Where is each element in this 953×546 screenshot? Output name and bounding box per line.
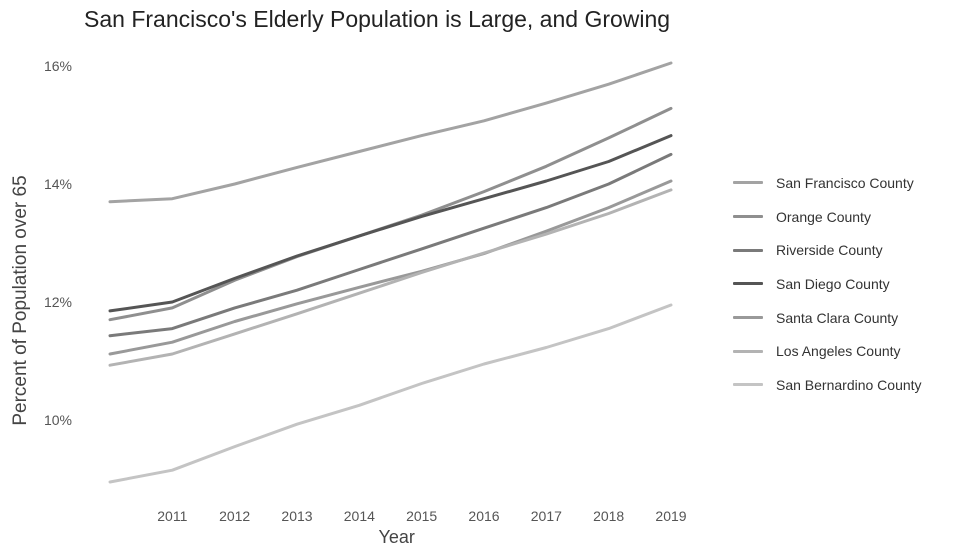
legend-swatch (733, 282, 763, 286)
y-tick-label: 12% (44, 294, 72, 310)
y-axis-ticks: 10% 12% 14% 16% (44, 58, 72, 428)
x-tick-label: 2018 (593, 508, 624, 524)
legend-label: Santa Clara County (776, 309, 899, 326)
legend-swatch (733, 316, 763, 320)
legend-item: Riverside County (733, 233, 922, 267)
legend-swatch (733, 349, 763, 353)
legend-label: Orange County (776, 208, 871, 225)
legend-item: Orange County (733, 200, 922, 234)
x-tick-label: 2014 (344, 508, 375, 524)
y-tick-label: 16% (44, 58, 72, 74)
legend-label: San Francisco County (776, 174, 914, 191)
y-tick-label: 14% (44, 176, 72, 192)
series-line-san-francisco-county (108, 61, 673, 204)
series-line-san-bernardino-county (108, 303, 673, 484)
legend-label: Riverside County (776, 242, 883, 259)
x-axis-ticks: 2011 2012 2013 2014 2015 2016 2017 2018 2019 (157, 508, 687, 524)
legend-item: San Bernardino County (733, 368, 922, 402)
legend-label: San Bernardino County (776, 376, 922, 393)
series-line-orange-county (108, 106, 673, 322)
x-axis-title: Year (378, 527, 414, 546)
legend-item: San Diego County (733, 267, 922, 301)
legend-label: Los Angeles County (776, 343, 901, 360)
x-tick-label: 2011 (157, 508, 187, 524)
series-line-san-diego-county (108, 134, 673, 313)
series-line-riverside-county (108, 152, 673, 338)
legend-swatch (733, 181, 763, 185)
x-tick-label: 2012 (219, 508, 250, 524)
x-tick-label: 2017 (531, 508, 562, 524)
legend: San Francisco County Orange County Riversi… (733, 166, 922, 402)
legend-swatch (733, 383, 763, 387)
x-tick-label: 2019 (655, 508, 686, 524)
x-tick-label: 2015 (406, 508, 437, 524)
legend-label: San Diego County (776, 275, 890, 292)
series-line-los-angeles-county (108, 188, 673, 367)
legend-swatch (733, 248, 763, 252)
legend-swatch (733, 215, 763, 219)
series-line-santa-clara-county (108, 179, 673, 356)
x-tick-label: 2016 (468, 508, 499, 524)
y-tick-label: 10% (44, 412, 72, 428)
legend-item: Los Angeles County (733, 334, 922, 368)
chart-title: San Francisco's Elderly Population is La… (84, 6, 671, 32)
y-axis-title: Percent of Population over 65 (10, 175, 31, 425)
legend-item: San Francisco County (733, 166, 922, 200)
series-lines (108, 61, 673, 484)
legend-item: Santa Clara County (733, 301, 922, 335)
x-tick-label: 2013 (281, 508, 312, 524)
